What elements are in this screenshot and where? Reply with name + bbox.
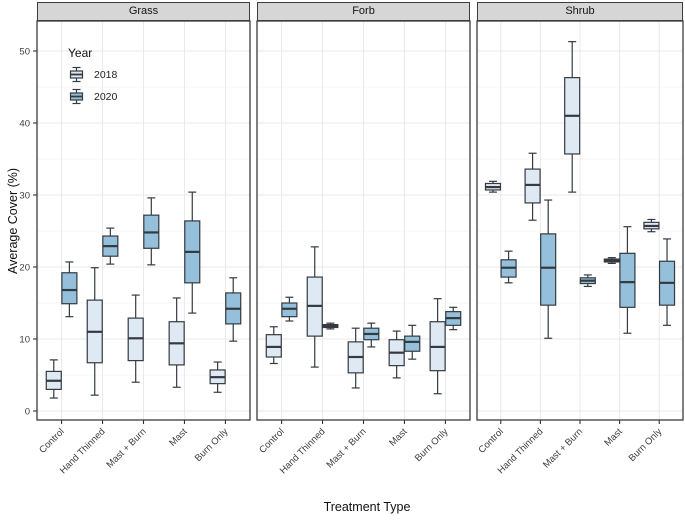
y-tick-label: 10 [19, 335, 30, 346]
box-grass-mast-burn-2020 [143, 197, 160, 266]
x-tick-label: Burn Only [627, 426, 665, 464]
y-tick-label: 40 [19, 119, 30, 130]
iqr-box [404, 335, 421, 352]
x-tick-label: Mast + Burn [541, 426, 585, 470]
iqr-box [619, 252, 636, 308]
x-tick-label: Burn Only [193, 426, 231, 464]
y-tick-label: 0 [25, 407, 30, 418]
x-tick-label: Control [476, 426, 505, 455]
box-grass-hand-thinned-2020 [102, 227, 119, 265]
legend-item-2020: 2020 [68, 88, 117, 105]
box-shrub-burn-only-2018 [643, 218, 660, 233]
box-forb-hand-thinned-2018 [306, 246, 323, 368]
y-tick-label: 50 [19, 47, 30, 58]
box-forb-hand-thinned-2020 [322, 322, 339, 330]
box-grass-mast-2018 [168, 297, 185, 388]
box-forb-mast-2020 [404, 324, 421, 360]
box-grass-control-2018 [45, 359, 62, 399]
boxplot-key-icon [69, 88, 84, 105]
box-forb-burn-only-2020 [445, 306, 462, 331]
box-grass-burn-only-2018 [209, 361, 226, 393]
facet-strip-shrub: Shrub [477, 2, 683, 21]
y-tick-label: 20 [19, 263, 30, 274]
y-tick-label: 30 [19, 191, 30, 202]
box-shrub-mast-burn-2020 [579, 274, 596, 288]
box-grass-mast-2020 [184, 191, 201, 314]
x-tick-label: Burn Only [413, 426, 451, 464]
legend-label-2018: 2018 [94, 68, 118, 81]
box-forb-mast-burn-2020 [363, 322, 380, 348]
box-shrub-mast-burn-2018 [564, 41, 581, 193]
legend-label-2020: 2020 [94, 90, 118, 103]
x-tick-label: Mast [167, 426, 190, 449]
y-axis-title: Average Cover (%) [6, 167, 20, 275]
legend: Year 2018 2020 [68, 46, 117, 110]
box-shrub-hand-thinned-2018 [524, 152, 541, 221]
box-forb-burn-only-2018 [429, 298, 446, 395]
x-tick-label: Mast [387, 426, 410, 449]
box-shrub-burn-only-2020 [658, 238, 676, 326]
box-forb-mast-burn-2018 [347, 327, 364, 389]
box-forb-control-2020 [281, 296, 298, 322]
x-tick-label: Control [37, 426, 66, 455]
box-shrub-hand-thinned-2020 [540, 199, 557, 339]
x-tick-label: Mast + Burn [324, 426, 368, 470]
x-axis-title: Treatment Type [323, 500, 411, 514]
x-tick-label: Mast [602, 426, 625, 449]
box-shrub-control-2020 [500, 250, 517, 284]
iqr-box [540, 233, 557, 306]
box-forb-mast-2018 [388, 330, 405, 379]
legend-title: Year [68, 46, 93, 60]
box-grass-hand-thinned-2018 [86, 267, 103, 396]
box-shrub-mast-2018 [603, 257, 620, 264]
box-forb-control-2018 [265, 326, 282, 365]
box-shrub-control-2018 [484, 180, 502, 193]
box-grass-burn-only-2020 [225, 277, 242, 342]
box-grass-mast-burn-2018 [127, 294, 144, 383]
x-tick-label: Mast + Burn [104, 426, 148, 470]
box-grass-control-2020 [61, 261, 78, 318]
legend-item-2018: 2018 [68, 66, 117, 83]
iqr-box [61, 272, 78, 305]
boxplot-key-icon [69, 66, 84, 83]
x-tick-label: Control [257, 426, 286, 455]
box-shrub-mast-2020 [619, 226, 636, 334]
